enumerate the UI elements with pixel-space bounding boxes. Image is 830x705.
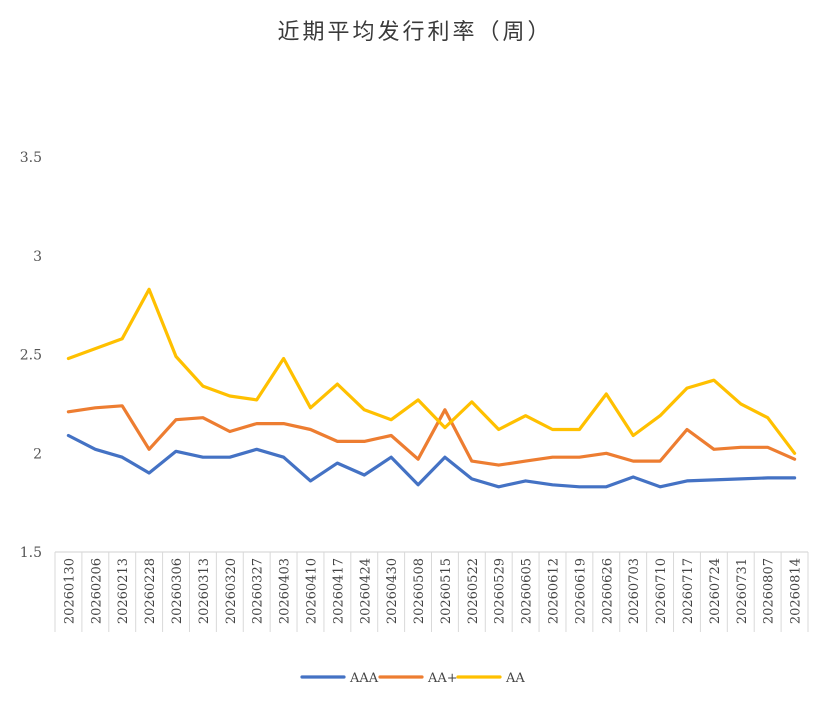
x-axis-labels: 20260130 20260206 20260213 20260228 20260306… bbox=[62, 558, 803, 624]
y-tick-label: 3.5 bbox=[20, 150, 42, 166]
x-tick-label: 20260430 bbox=[385, 558, 400, 624]
y-axis-ticks: 1.5 2 2.5 3 3.5 bbox=[20, 150, 42, 561]
x-tick-label: 20260228 bbox=[143, 558, 158, 624]
x-tick-label: 20260424 bbox=[358, 558, 373, 624]
x-tick-label: 20260327 bbox=[251, 558, 266, 624]
legend-label[interactable]: AA bbox=[505, 671, 525, 686]
x-tick-label: 20260522 bbox=[466, 558, 481, 624]
x-tick-label: 20260410 bbox=[304, 558, 319, 624]
x-tick-label: 20260417 bbox=[331, 558, 346, 624]
x-axis-tick-marks bbox=[54, 552, 809, 632]
x-tick-label: 20260626 bbox=[600, 558, 615, 624]
series-line-aaa bbox=[66, 433, 797, 489]
y-tick-label: 2.5 bbox=[20, 348, 42, 364]
y-tick-label: 1.5 bbox=[20, 545, 42, 561]
x-tick-label: 20260717 bbox=[681, 558, 696, 624]
x-tick-label: 20260313 bbox=[197, 558, 212, 624]
x-tick-label: 20260731 bbox=[735, 558, 750, 624]
series-line-aaplus bbox=[66, 404, 797, 467]
x-tick-label: 20260710 bbox=[654, 558, 669, 624]
legend-label[interactable]: AAA bbox=[349, 671, 379, 686]
x-tick-label: 20260320 bbox=[224, 558, 239, 624]
series-lines bbox=[66, 287, 797, 489]
x-tick-label: 20260515 bbox=[439, 558, 454, 624]
x-tick-label: 20260612 bbox=[547, 558, 562, 624]
x-tick-label: 20260814 bbox=[789, 558, 804, 624]
x-tick-label: 20260529 bbox=[493, 558, 508, 624]
x-tick-label: 20260130 bbox=[62, 558, 77, 624]
chart-title: 近期平均发行利率（周） bbox=[277, 20, 553, 45]
x-tick-label: 20260306 bbox=[170, 558, 185, 624]
x-tick-label: 20260403 bbox=[278, 558, 293, 624]
x-tick-label: 20260619 bbox=[573, 558, 588, 624]
legend-label[interactable]: AA+ bbox=[427, 671, 458, 686]
x-tick-label: 20260703 bbox=[627, 558, 642, 624]
x-tick-label: 20260724 bbox=[708, 558, 723, 624]
x-tick-label: 20260807 bbox=[762, 558, 777, 624]
x-tick-label: 20260206 bbox=[89, 558, 104, 624]
series-line-aa bbox=[66, 287, 797, 455]
x-tick-label: 20260213 bbox=[116, 558, 131, 624]
x-tick-label: 20260508 bbox=[412, 558, 427, 624]
legend[interactable]: AAA AA+ AA bbox=[300, 671, 525, 686]
x-tick-label: 20260605 bbox=[520, 558, 535, 624]
y-tick-label: 3 bbox=[33, 249, 42, 265]
y-tick-label: 2 bbox=[33, 446, 42, 462]
